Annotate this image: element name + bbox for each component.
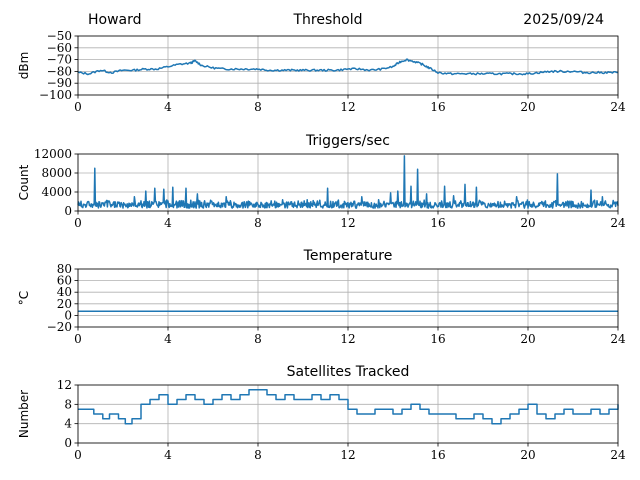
- x-tick-label: 16: [430, 448, 445, 462]
- x-tick-label: 20: [520, 332, 535, 346]
- y-tick-label: 0: [64, 204, 72, 218]
- y-tick-label: −60: [47, 41, 72, 55]
- y-tick-label: −70: [47, 53, 72, 67]
- y-tick-label: 8: [64, 397, 72, 411]
- chart-title: Triggers/sec: [305, 133, 390, 149]
- x-tick-label: 0: [74, 100, 82, 114]
- x-tick-label: 8: [254, 332, 262, 346]
- top-chart-title: Threshold: [293, 12, 363, 28]
- y-tick-label: 0: [64, 436, 72, 450]
- x-tick-label: 0: [74, 332, 82, 346]
- x-tick-label: 4: [164, 332, 172, 346]
- x-tick-label: 16: [430, 100, 445, 114]
- x-tick-label: 0: [74, 448, 82, 462]
- y-tick-label: 4000: [41, 185, 72, 199]
- y-axis-label: dBm: [17, 52, 31, 80]
- y-tick-label: 80: [57, 262, 72, 276]
- series-line: [78, 389, 619, 425]
- y-axis-label: Count: [17, 164, 31, 200]
- y-axis-label: °C: [17, 291, 31, 305]
- station-name: Howard: [88, 12, 142, 28]
- y-tick-label: 12000: [34, 147, 72, 161]
- x-tick-label: 4: [164, 448, 172, 462]
- x-tick-label: 24: [610, 332, 626, 346]
- x-tick-label: 4: [164, 216, 172, 230]
- x-tick-label: 24: [610, 216, 626, 230]
- x-tick-label: 4: [164, 100, 172, 114]
- date-label: 2025/09/24: [523, 12, 604, 28]
- y-tick-label: −50: [47, 29, 72, 43]
- series-line: [77, 155, 619, 209]
- x-tick-label: 16: [430, 216, 445, 230]
- x-tick-label: 20: [520, 448, 535, 462]
- x-tick-label: 20: [520, 216, 535, 230]
- x-tick-label: 12: [340, 216, 355, 230]
- y-tick-label: 12: [57, 378, 72, 392]
- x-tick-label: 8: [254, 216, 262, 230]
- y-tick-label: 60: [57, 274, 72, 288]
- y-tick-label: −80: [47, 64, 72, 78]
- y-tick-label: −100: [39, 88, 72, 102]
- chart-title: Temperature: [303, 248, 393, 264]
- x-tick-label: 24: [610, 448, 626, 462]
- y-tick-label: −90: [47, 76, 72, 90]
- x-tick-label: 24: [610, 100, 626, 114]
- series-line: [77, 58, 619, 76]
- x-tick-label: 20: [520, 100, 535, 114]
- x-tick-label: 12: [340, 100, 355, 114]
- y-tick-label: 20: [57, 297, 72, 311]
- x-tick-label: 8: [254, 100, 262, 114]
- y-tick-label: −20: [47, 320, 72, 334]
- x-tick-label: 12: [340, 448, 355, 462]
- x-tick-label: 12: [340, 332, 355, 346]
- y-tick-label: 0: [64, 308, 72, 322]
- y-tick-label: 40: [57, 285, 72, 299]
- chart-title: Satellites Tracked: [287, 364, 410, 380]
- x-tick-label: 8: [254, 448, 262, 462]
- x-tick-label: 16: [430, 332, 445, 346]
- y-axis-label: Number: [17, 390, 31, 438]
- x-tick-label: 0: [74, 216, 82, 230]
- y-tick-label: 8000: [41, 166, 72, 180]
- y-tick-label: 4: [64, 417, 72, 431]
